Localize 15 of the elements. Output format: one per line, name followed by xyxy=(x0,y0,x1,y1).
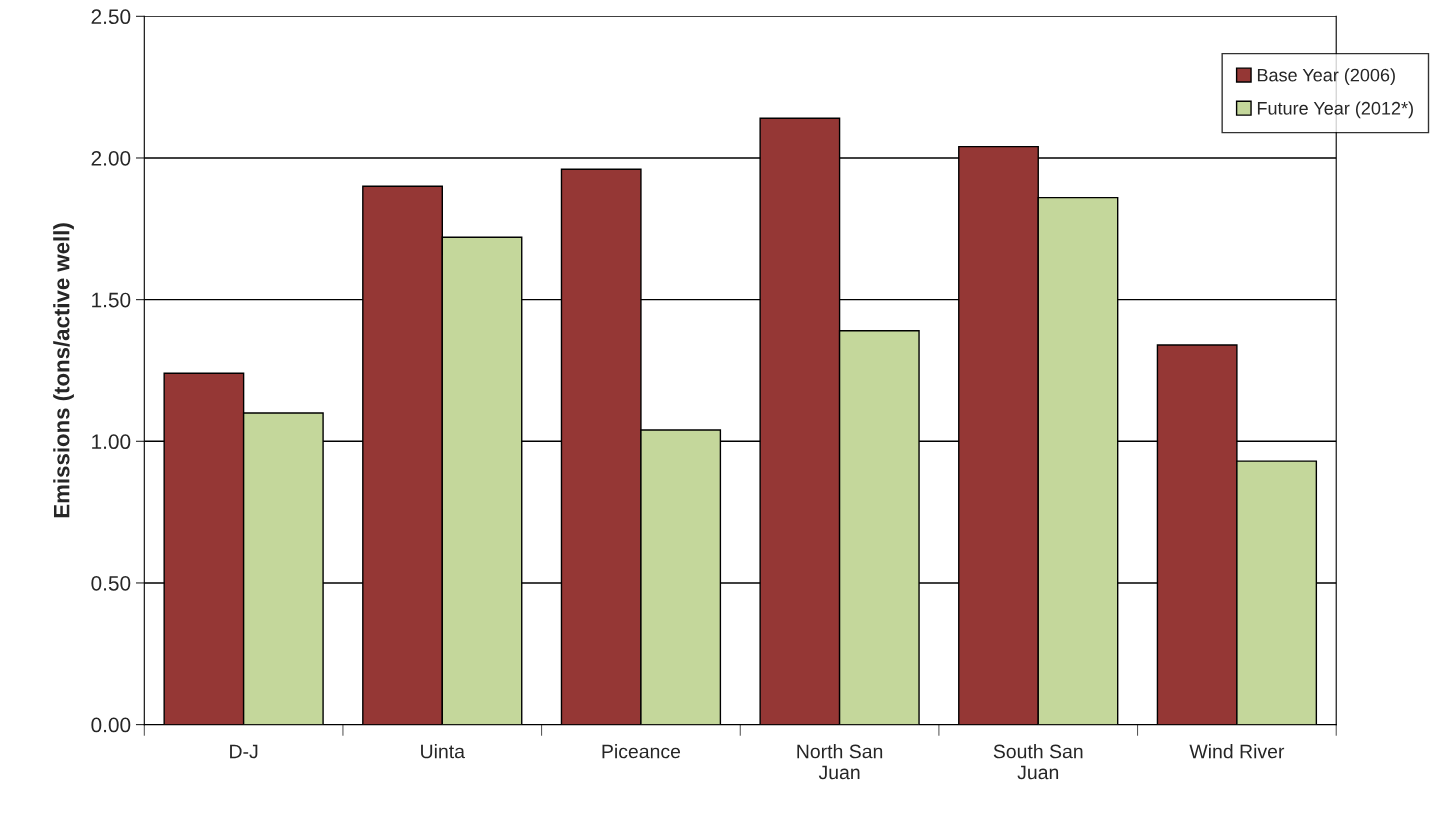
x-tick-label: D-J xyxy=(230,744,258,759)
legend-label: Future Year (2012*) xyxy=(1257,101,1413,119)
y-axis-title: Emissions (tons/active well) xyxy=(53,223,74,518)
x-tick-label: Piceance xyxy=(602,744,681,759)
x-tick-label: South San Juan xyxy=(993,744,1083,780)
x-tick-label: Uinta xyxy=(421,744,465,759)
y-tick-label: 2.00 xyxy=(91,150,131,166)
x-tick-label: Wind River xyxy=(1189,744,1285,759)
x-tick-label: North San Juan xyxy=(797,744,883,780)
y-tick-label: 1.00 xyxy=(92,434,131,450)
y-tick-label: 1.50 xyxy=(92,292,131,308)
legend-label: Base Year (2006) xyxy=(1257,68,1395,86)
y-tick-label: 2.50 xyxy=(91,9,131,25)
y-tick-label: 0.50 xyxy=(91,575,131,591)
y-tick-label: 0.00 xyxy=(91,717,131,733)
